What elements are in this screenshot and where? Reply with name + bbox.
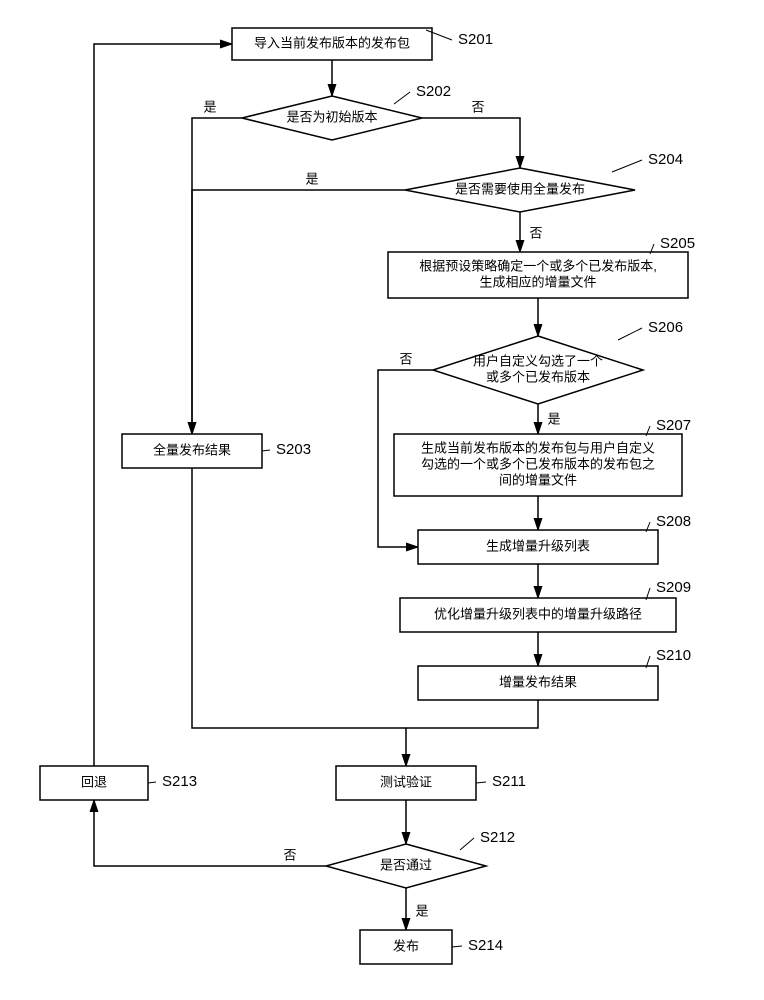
svg-text:回退: 回退 bbox=[81, 774, 107, 789]
node-s212: 是否通过 S212 bbox=[326, 829, 515, 888]
svg-text:增量发布结果: 增量发布结果 bbox=[499, 674, 577, 689]
svg-text:勾选的一个或多个已发布版本的发布包之: 勾选的一个或多个已发布版本的发布包之 bbox=[421, 456, 655, 471]
svg-text:根据预设策略确定一个或多个已发布版本,: 根据预设策略确定一个或多个已发布版本, bbox=[419, 258, 657, 273]
node-s207: 生成当前发布版本的发布包与用户自定义勾选的一个或多个已发布版本的发布包之间的增量… bbox=[394, 417, 691, 496]
svg-text:是否通过: 是否通过 bbox=[380, 857, 432, 872]
node-s211: 测试验证 S211 bbox=[336, 766, 526, 800]
step-label-s205: S205 bbox=[660, 235, 695, 252]
svg-text:生成当前发布版本的发布包与用户自定义: 生成当前发布版本的发布包与用户自定义 bbox=[421, 440, 655, 455]
svg-text:是: 是 bbox=[547, 411, 560, 426]
node-s214: 发布 S214 bbox=[360, 930, 503, 964]
node-s205: 根据预设策略确定一个或多个已发布版本,生成相应的增量文件 S205 bbox=[388, 235, 695, 298]
step-label-s206: S206 bbox=[648, 319, 683, 336]
node-s203: 全量发布结果 S203 bbox=[122, 434, 311, 468]
svg-text:是否需要使用全量发布: 是否需要使用全量发布 bbox=[455, 181, 585, 196]
svg-text:用户自定义勾选了一个: 用户自定义勾选了一个 bbox=[473, 353, 603, 368]
svg-text:生成增量升级列表: 生成增量升级列表 bbox=[486, 538, 590, 553]
step-label-s209: S209 bbox=[656, 579, 691, 596]
svg-text:测试验证: 测试验证 bbox=[380, 774, 432, 789]
step-label-s204: S204 bbox=[648, 151, 683, 168]
node-s208: 生成增量升级列表 S208 bbox=[418, 513, 691, 564]
svg-text:是: 是 bbox=[305, 171, 318, 186]
svg-text:否: 否 bbox=[471, 99, 484, 114]
step-label-s203: S203 bbox=[276, 441, 311, 458]
svg-text:导入当前发布版本的发布包: 导入当前发布版本的发布包 bbox=[254, 35, 410, 50]
svg-text:优化增量升级列表中的增量升级路径: 优化增量升级列表中的增量升级路径 bbox=[434, 606, 642, 621]
svg-text:或多个已发布版本: 或多个已发布版本 bbox=[486, 369, 590, 384]
svg-text:发布: 发布 bbox=[393, 938, 419, 953]
svg-text:是否为初始版本: 是否为初始版本 bbox=[286, 109, 377, 124]
step-label-s207: S207 bbox=[656, 417, 691, 434]
svg-text:否: 否 bbox=[399, 351, 412, 366]
step-label-s213: S213 bbox=[162, 773, 197, 790]
step-label-s212: S212 bbox=[480, 829, 515, 846]
svg-text:是: 是 bbox=[415, 903, 428, 918]
step-label-s214: S214 bbox=[468, 937, 503, 954]
node-s213: 回退 S213 bbox=[40, 766, 197, 800]
svg-text:生成相应的增量文件: 生成相应的增量文件 bbox=[479, 274, 596, 289]
step-label-s208: S208 bbox=[656, 513, 691, 530]
node-s202: 是否为初始版本 S202 bbox=[242, 83, 451, 140]
step-label-s201: S201 bbox=[458, 31, 493, 48]
step-label-s210: S210 bbox=[656, 647, 691, 664]
node-s206: 用户自定义勾选了一个或多个已发布版本 S206 bbox=[433, 319, 683, 404]
node-s210: 增量发布结果 S210 bbox=[418, 647, 691, 700]
svg-text:间的增量文件: 间的增量文件 bbox=[499, 472, 577, 487]
step-label-s202: S202 bbox=[416, 83, 451, 100]
node-s204: 是否需要使用全量发布 S204 bbox=[405, 151, 683, 212]
svg-text:是: 是 bbox=[203, 99, 216, 114]
svg-text:否: 否 bbox=[529, 225, 542, 240]
svg-text:否: 否 bbox=[283, 847, 296, 862]
svg-text:全量发布结果: 全量发布结果 bbox=[153, 442, 231, 457]
step-label-s211: S211 bbox=[492, 773, 526, 790]
node-s201: 导入当前发布版本的发布包 S201 bbox=[232, 28, 493, 60]
node-s209: 优化增量升级列表中的增量升级路径 S209 bbox=[400, 579, 691, 632]
